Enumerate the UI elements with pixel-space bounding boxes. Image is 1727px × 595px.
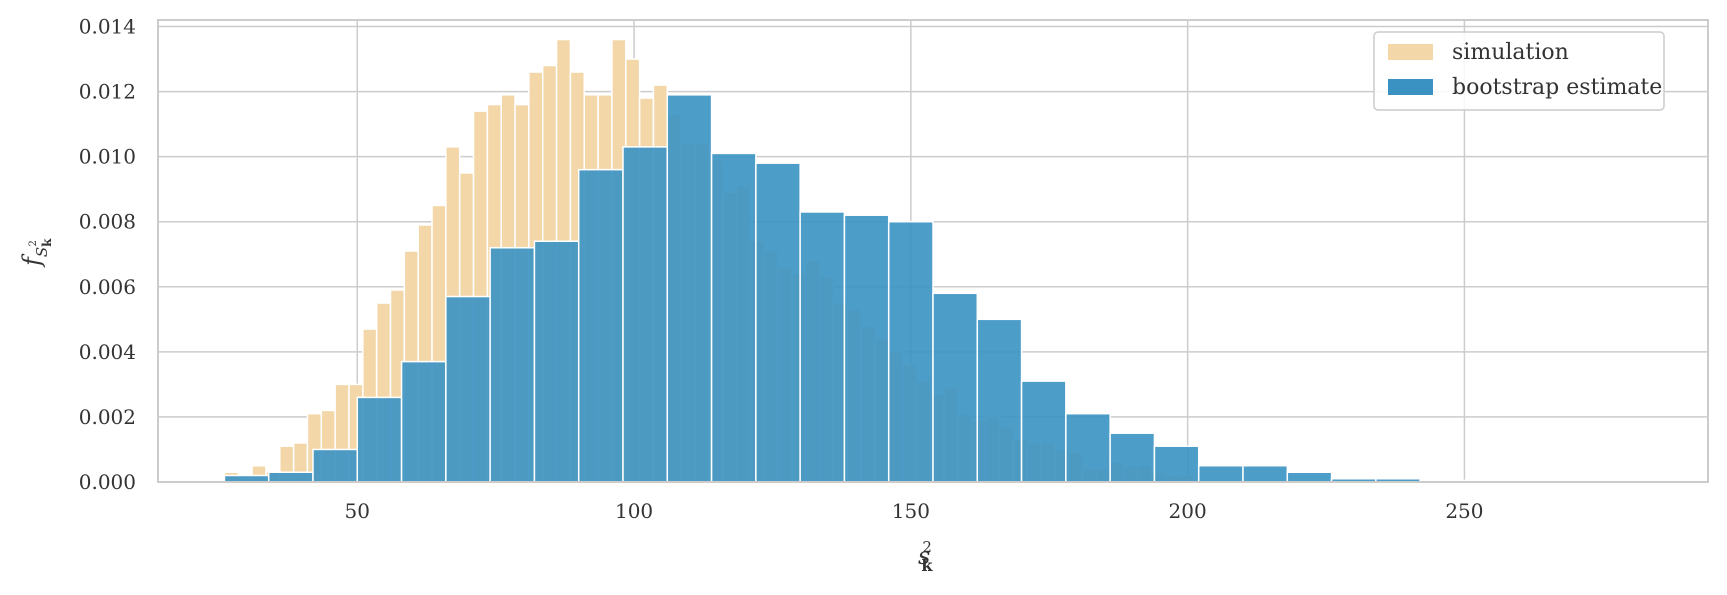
histogram-bar <box>356 396 403 483</box>
histogram-bar <box>932 292 979 483</box>
y-axis-title-group: fSk2 <box>18 238 54 268</box>
x-tick-label: 150 <box>892 499 930 523</box>
histogram-bar <box>533 240 580 483</box>
histogram-bar <box>799 211 846 483</box>
y-axis-title-sub-sup: 2 <box>28 240 39 246</box>
legend: simulation bootstrap estimate <box>1373 31 1665 111</box>
histogram-bar <box>1197 464 1244 483</box>
x-tick-label: 100 <box>615 499 653 523</box>
bootstrap-bars <box>223 94 1554 483</box>
histogram-bar <box>1153 445 1200 483</box>
y-tick-label: 0.010 <box>79 145 136 169</box>
histogram-bar <box>1286 471 1333 483</box>
histogram-bar <box>887 220 934 483</box>
histogram-bar <box>843 214 890 483</box>
x-tick-label: 250 <box>1445 499 1483 523</box>
y-tick-label: 0.006 <box>79 275 136 299</box>
x-tick-label: 200 <box>1169 499 1207 523</box>
x-tick-labels: 50 100 150 200 250 <box>345 499 1484 523</box>
y-axis-title: fSk2 <box>18 238 54 268</box>
histogram-bar <box>400 360 447 483</box>
x-axis-title-sup: 2 <box>922 538 932 556</box>
x-tick-label: 50 <box>345 499 370 523</box>
y-tick-label: 0.004 <box>79 340 136 364</box>
histogram-bar <box>622 146 669 483</box>
histogram-bar <box>710 152 757 483</box>
legend-label-simulation: simulation <box>1452 40 1569 65</box>
histogram-bar <box>267 471 314 483</box>
histogram-bar <box>577 168 624 483</box>
y-tick-label: 0.000 <box>79 470 136 494</box>
histogram-bar <box>1109 432 1156 483</box>
histogram-bar <box>976 318 1023 483</box>
legend-swatch-bootstrap <box>1388 79 1433 95</box>
histogram-bar <box>1020 380 1067 483</box>
histogram-bar <box>666 94 713 483</box>
y-axis-title-sub-sub: k <box>40 238 54 247</box>
histogram-bar <box>1242 464 1289 483</box>
legend-label-bootstrap: bootstrap estimate <box>1452 75 1662 100</box>
y-tick-label: 0.012 <box>79 80 136 104</box>
legend-swatch-simulation <box>1388 44 1433 60</box>
plot-area-frame <box>157 19 1709 483</box>
y-tick-labels: 0.000 0.002 0.004 0.006 0.008 0.010 0.012 0.014 <box>79 15 136 494</box>
histogram-bar <box>312 448 359 483</box>
y-tick-label: 0.008 <box>79 210 136 234</box>
y-tick-label: 0.002 <box>79 405 136 429</box>
x-axis-title-sub: k <box>921 556 933 575</box>
y-tick-label: 0.014 <box>79 15 136 39</box>
x-axis-title-base: s <box>918 542 930 570</box>
legend-box <box>1373 31 1665 111</box>
histogram-bar <box>489 246 536 483</box>
x-axis-title: sk2 <box>918 538 933 575</box>
y-axis-title-sub-base: S <box>33 247 51 257</box>
histogram-bar <box>445 295 491 483</box>
histogram-bar <box>755 162 801 483</box>
histogram-bar <box>1065 412 1111 483</box>
